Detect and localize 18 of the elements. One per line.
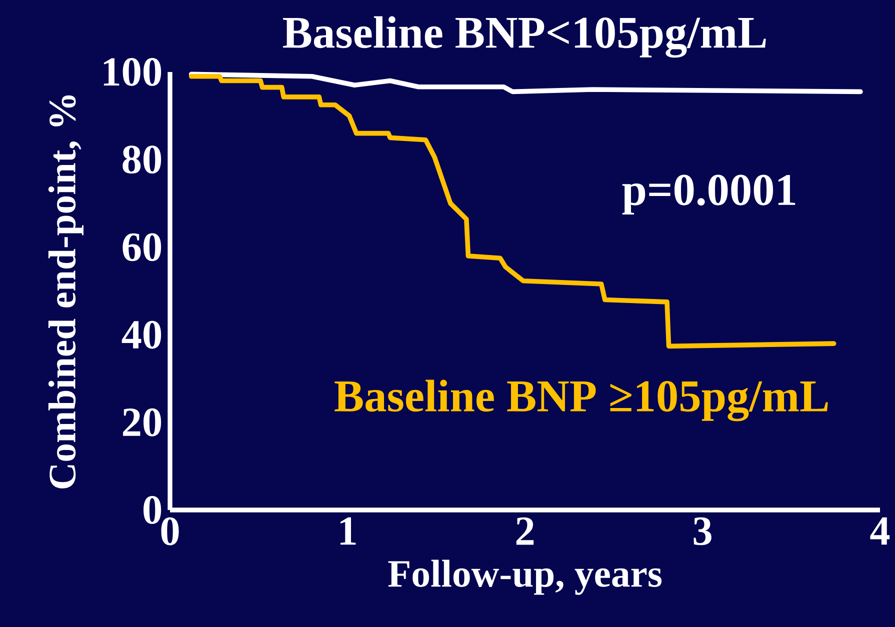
series-label: Baseline BNP<105pg/mL (283, 16, 766, 58)
y-tick-label: 80 (122, 146, 162, 174)
x-tick-label: 1 (340, 517, 356, 545)
line-series (188, 74, 836, 349)
y-tick-label: 100 (104, 58, 162, 86)
x-tick-label: 0 (161, 517, 179, 546)
series-label: Baseline BNP ≥105pg/mL (334, 380, 828, 422)
y-tick-label: 20 (123, 408, 162, 436)
x-tick-label: 2 (516, 517, 534, 545)
annotation: p=0.0001 (622, 174, 796, 215)
x-axis-title: Follow-up, years (388, 560, 662, 595)
x-tick-label: 4 (870, 517, 890, 545)
y-tick-label: 60 (122, 233, 162, 262)
y-tick-label: 40 (122, 320, 162, 349)
x-tick-label: 3 (694, 517, 712, 546)
y-axis-title: Combined end-point, % (48, 95, 84, 488)
y-tick-label: 0 (144, 496, 162, 524)
line-series (188, 72, 863, 94)
